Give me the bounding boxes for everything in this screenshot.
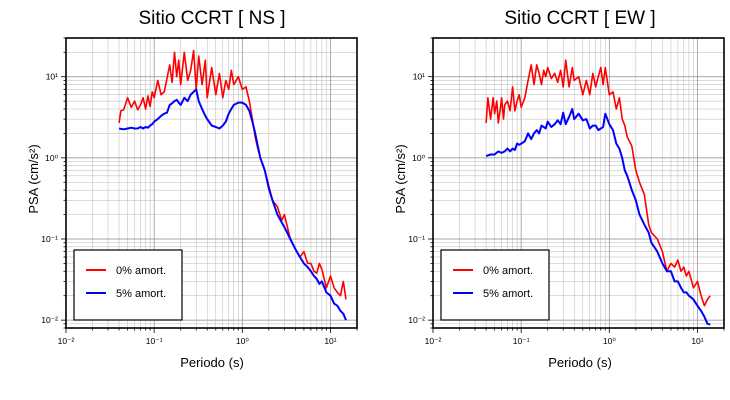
y-tick-label: 10⁰ xyxy=(45,153,58,163)
legend-box xyxy=(440,249,550,321)
chart-title: Sitio CCRT [ EW ] xyxy=(504,8,655,29)
y-axis-label: PSA (cm/s²) xyxy=(393,144,408,213)
x-tick-label: 10¹ xyxy=(691,336,703,346)
plot-area: 10⁻² 10⁻¹ 10⁰ 10¹ 10⁻² 10⁻¹ 10⁰ 10¹ xyxy=(408,37,725,346)
x-tick-label: 10⁰ xyxy=(603,336,616,346)
legend-label-5-amort: 5% amort. xyxy=(483,288,533,300)
y-tick-label: 10⁻² xyxy=(41,315,58,325)
x-tick-label: 10¹ xyxy=(324,336,336,346)
y-axis-label: PSA (cm/s²) xyxy=(26,144,41,213)
x-tick-label: 10⁻¹ xyxy=(146,336,163,346)
x-tick-label: 10⁰ xyxy=(236,336,249,346)
legend: 0% amort. 5% amort. xyxy=(73,249,183,321)
y-tick-label: 10¹ xyxy=(413,72,425,82)
plot-frame xyxy=(432,37,725,329)
axis-ticks xyxy=(61,37,358,333)
x-tick-label: 10⁻² xyxy=(425,336,442,346)
legend-box xyxy=(73,249,183,321)
legend-label-0-amort: 0% amort. xyxy=(116,265,166,277)
legend-label-5-amort: 5% amort. xyxy=(116,288,166,300)
legend: 0% amort. 5% amort. xyxy=(440,249,550,321)
y-tick-label: 10¹ xyxy=(46,72,58,82)
y-tick-label: 10⁻¹ xyxy=(41,234,58,244)
x-axis-label: Periodo (s) xyxy=(180,355,244,370)
y-tick-label: 10⁻¹ xyxy=(408,234,425,244)
x-axis-label: Periodo (s) xyxy=(548,355,612,370)
axis-ticks xyxy=(428,37,725,333)
chart-title: Sitio CCRT [ NS ] xyxy=(138,8,285,29)
series-line-5-amort xyxy=(485,108,711,326)
y-tick-label: 10⁰ xyxy=(412,153,425,163)
chart-panel-ew: Sitio CCRT [ EW ] 10⁻² 10⁻¹ 10⁰ 10¹ 10⁻² 10⁻¹… xyxy=(393,8,725,370)
x-tick-label: 10⁻² xyxy=(58,336,75,346)
plot-frame xyxy=(65,37,358,329)
series-line-0-amort xyxy=(485,59,711,307)
legend-label-0-amort: 0% amort. xyxy=(483,265,533,277)
series-line-5-amort xyxy=(118,88,347,321)
y-tick-label: 10⁻² xyxy=(408,315,425,325)
x-tick-label: 10⁻¹ xyxy=(513,336,530,346)
series-line-0-amort xyxy=(118,49,347,300)
chart-panel-ns: Sitio CCRT [ NS ] 10⁻² 10⁻¹ 10⁰ 10¹ 10⁻² 10⁻¹… xyxy=(26,8,358,370)
